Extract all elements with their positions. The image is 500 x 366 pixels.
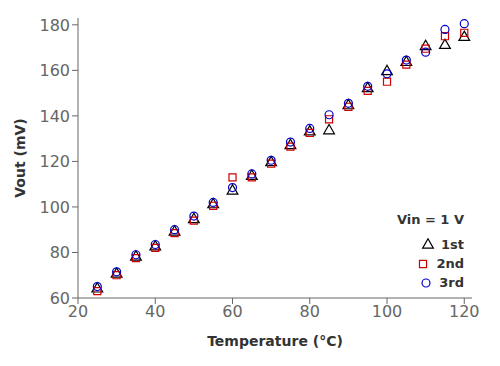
svg-text:Temperature (°C): Temperature (°C) bbox=[207, 333, 343, 349]
svg-text:180: 180 bbox=[39, 16, 70, 35]
svg-text:40: 40 bbox=[145, 302, 165, 321]
svg-text:160: 160 bbox=[39, 61, 70, 80]
svg-text:120: 120 bbox=[449, 302, 480, 321]
svg-text:80: 80 bbox=[300, 302, 320, 321]
svg-text:80: 80 bbox=[50, 243, 70, 262]
svg-text:140: 140 bbox=[39, 107, 70, 126]
svg-text:60: 60 bbox=[222, 302, 242, 321]
svg-text:100: 100 bbox=[39, 198, 70, 217]
html-text:2nd: 2nd bbox=[436, 256, 464, 271]
svg-text:20: 20 bbox=[68, 302, 88, 321]
svg-text:Vout (mV): Vout (mV) bbox=[12, 118, 28, 197]
svg-text:60: 60 bbox=[50, 289, 70, 308]
html-text:3rd: 3rd bbox=[439, 275, 464, 290]
html-text:1st: 1st bbox=[441, 237, 464, 252]
svg-text:100: 100 bbox=[372, 302, 403, 321]
svg-text:120: 120 bbox=[39, 152, 70, 171]
html-text:Vin = 1 V: Vin = 1 V bbox=[396, 212, 464, 227]
